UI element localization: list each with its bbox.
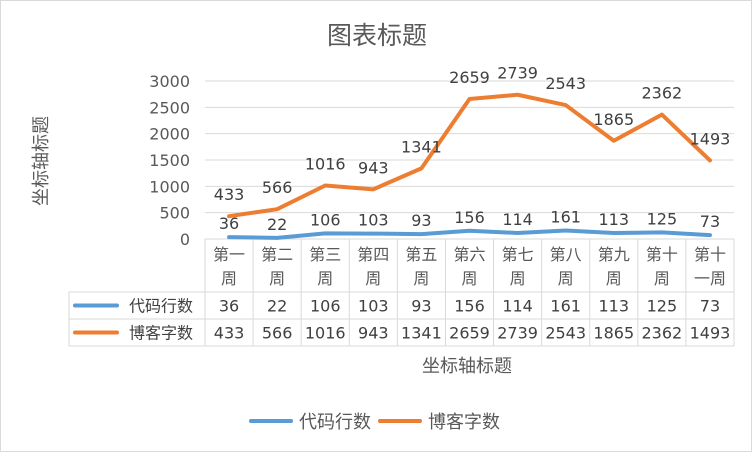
data-label: 1016 — [305, 154, 346, 173]
data-label: 114 — [502, 210, 533, 229]
data-label: 93 — [411, 211, 431, 230]
x-tick-label-line2: 周 — [654, 269, 670, 288]
data-label: 113 — [598, 210, 629, 229]
x-tick-label-line1: 第七 — [502, 245, 534, 264]
table-cell: 36 — [219, 297, 239, 316]
table-cell: 113 — [598, 297, 629, 316]
data-label: 1341 — [401, 137, 442, 156]
table-cell: 125 — [647, 297, 678, 316]
x-tick-label-line1: 第十 — [646, 245, 678, 264]
data-label: 2659 — [449, 68, 490, 87]
data-label: 566 — [262, 178, 293, 197]
chart-title: 图表标题 — [327, 21, 427, 50]
data-label: 73 — [700, 212, 720, 231]
y-tick-label: 1500 — [149, 151, 190, 170]
data-label: 1493 — [690, 129, 731, 148]
x-tick-label-line2: 周 — [269, 269, 285, 288]
y-tick-label: 0 — [180, 230, 190, 249]
data-label: 943 — [358, 158, 389, 177]
table-cell: 106 — [310, 297, 341, 316]
data-label: 2362 — [642, 84, 683, 103]
y-tick-label: 2000 — [149, 125, 190, 144]
table-series-name: 博客字数 — [129, 324, 193, 343]
table-cell: 2362 — [642, 324, 683, 343]
x-tick-label-line2: 周 — [558, 269, 574, 288]
table-cell: 1493 — [690, 324, 731, 343]
legend-label: 博客字数 — [428, 412, 500, 433]
y-tick-label: 1000 — [149, 177, 190, 196]
series-line — [227, 228, 712, 240]
table-cell: 1865 — [593, 324, 634, 343]
table-cell: 114 — [502, 297, 533, 316]
table-cell: 433 — [214, 324, 245, 343]
table-cell: 161 — [550, 297, 581, 316]
data-label: 433 — [214, 185, 245, 204]
data-label: 161 — [550, 208, 581, 227]
x-tick-label-line1: 第五 — [405, 245, 437, 264]
data-label: 106 — [310, 210, 341, 229]
x-tick-label-line2: 周 — [221, 269, 237, 288]
table-cell: 1341 — [401, 324, 442, 343]
table-cell: 22 — [267, 297, 287, 316]
x-tick-label-line1: 第二 — [261, 245, 293, 264]
x-tick-label-line1: 第十 — [694, 245, 726, 264]
table-cell: 1016 — [305, 324, 346, 343]
x-tick-label-line2: 周 — [317, 269, 333, 288]
table-cell: 156 — [454, 297, 485, 316]
data-label: 1865 — [593, 110, 634, 129]
series-line — [227, 92, 712, 219]
table-cell: 2543 — [545, 324, 586, 343]
data-label: 36 — [219, 214, 239, 233]
x-tick-label-line1: 第四 — [357, 245, 389, 264]
table-cell: 93 — [411, 297, 431, 316]
data-label: 156 — [454, 208, 485, 227]
legend-label: 代码行数 — [299, 412, 371, 433]
data-label: 2543 — [545, 74, 586, 93]
x-tick-label-line1: 第八 — [550, 245, 582, 264]
x-tick-label-line1: 第一 — [213, 245, 245, 264]
data-label: 125 — [647, 209, 678, 228]
data-label: 103 — [358, 211, 389, 230]
y-axis-title: 坐标轴标题 — [31, 116, 52, 206]
x-axis-title: 坐标轴标题 — [422, 356, 512, 377]
table-cell: 103 — [358, 297, 389, 316]
x-tick-label-line2: 一周 — [694, 269, 726, 288]
x-tick-label-line1: 第九 — [598, 245, 630, 264]
x-tick-label-line2: 周 — [606, 269, 622, 288]
x-tick-label-line1: 第六 — [453, 245, 485, 264]
table-cell: 73 — [700, 297, 720, 316]
x-tick-label-line2: 周 — [461, 269, 477, 288]
x-tick-label-line2: 周 — [413, 269, 429, 288]
x-tick-label-line1: 第三 — [309, 245, 341, 264]
y-tick-label: 500 — [159, 204, 190, 223]
y-tick-label: 2500 — [149, 98, 190, 117]
table-cell: 2659 — [449, 324, 490, 343]
table-cell: 566 — [262, 324, 293, 343]
x-tick-label-line2: 周 — [510, 269, 526, 288]
table-series-name: 代码行数 — [129, 297, 193, 316]
table-cell: 2739 — [497, 324, 538, 343]
table-cell: 943 — [358, 324, 389, 343]
y-tick-label: 3000 — [149, 72, 190, 91]
data-label: 2739 — [497, 64, 538, 83]
data-label: 22 — [267, 215, 287, 234]
x-tick-label-line2: 周 — [365, 269, 381, 288]
